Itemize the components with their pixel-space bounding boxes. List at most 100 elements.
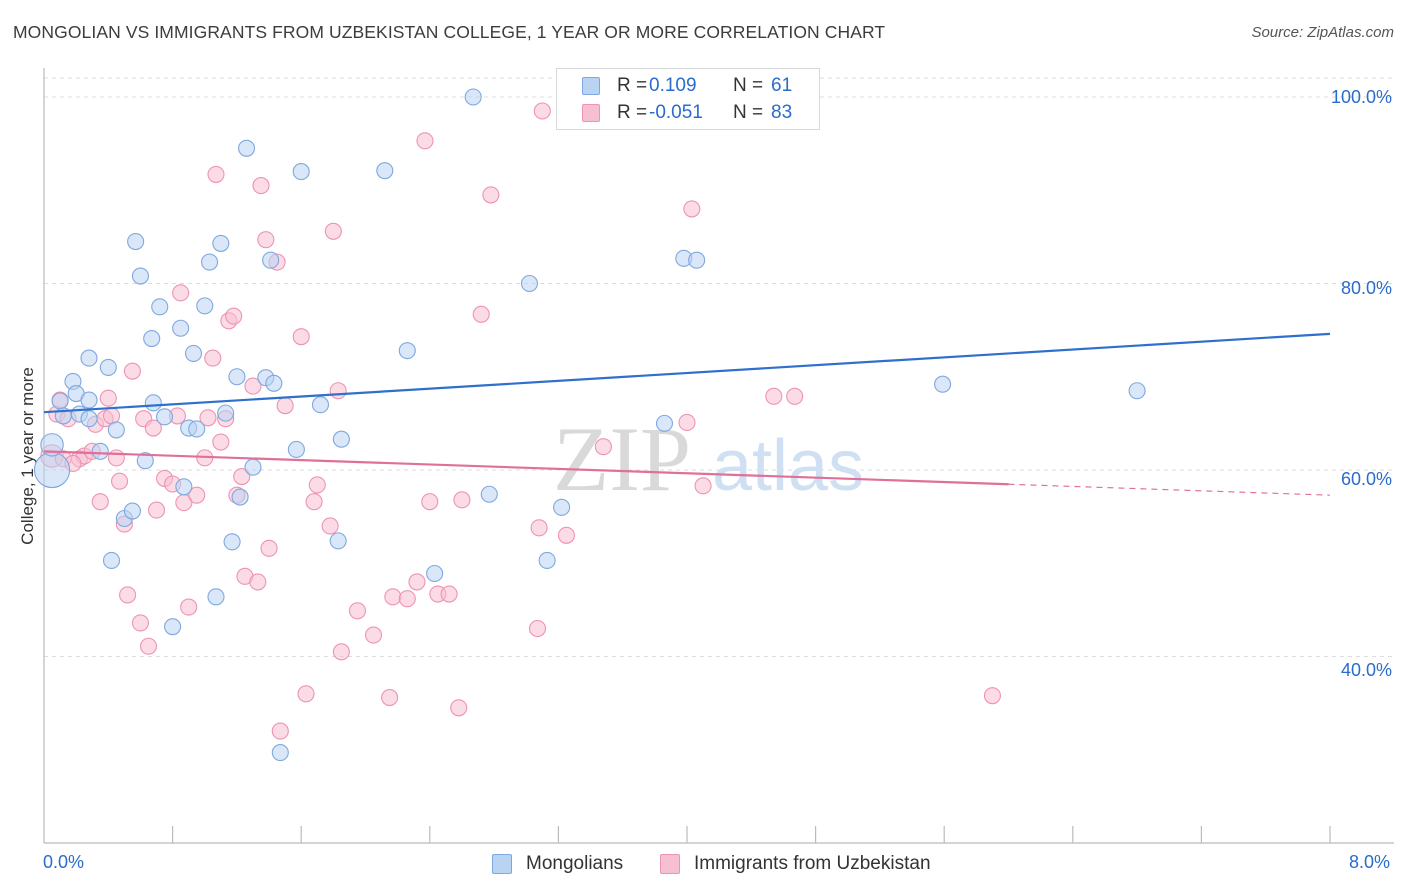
data-point-mongolian — [228, 368, 246, 386]
data-point-uzbekistan — [472, 305, 490, 323]
legend-n-value: 83 — [771, 102, 793, 123]
data-point-mongolian — [102, 551, 121, 570]
data-point-mongolian — [164, 618, 182, 636]
data-point-mongolian — [136, 452, 154, 470]
data-point-uzbekistan — [482, 186, 500, 204]
data-point-mongolian — [196, 297, 214, 315]
legend-series-name: Mongolians — [526, 853, 624, 874]
data-point-uzbekistan — [305, 493, 323, 511]
data-point-mongolian — [271, 743, 289, 762]
data-point-mongolian — [398, 342, 416, 360]
legend-series-name: Immigrants from Uzbekistan — [694, 853, 931, 874]
data-point-uzbekistan — [694, 477, 712, 495]
data-point-mongolian — [91, 442, 109, 460]
data-point-uzbekistan — [131, 614, 149, 632]
data-point-uzbekistan — [528, 619, 547, 638]
data-point-uzbekistan — [297, 685, 315, 703]
data-point-uzbekistan — [983, 687, 1001, 705]
data-point-uzbekistan — [249, 573, 267, 591]
data-point-mongolian — [292, 163, 310, 181]
data-point-uzbekistan — [765, 387, 783, 405]
data-point-mongolian — [131, 267, 149, 285]
watermark-atlas: atlas — [712, 426, 864, 506]
data-point-mongolian — [376, 162, 394, 180]
legend-swatch-blue — [582, 77, 600, 95]
data-point-uzbekistan — [324, 222, 342, 240]
data-point-mongolian — [207, 588, 225, 606]
legend-n-value: 61 — [771, 75, 793, 96]
data-point-mongolian — [144, 394, 162, 412]
data-point-uzbekistan — [440, 585, 458, 603]
data-point-uzbekistan — [172, 284, 190, 302]
data-point-uzbekistan — [332, 643, 350, 661]
y-tick-label: 100.0% — [1330, 87, 1392, 107]
trend-line-uzbekistan — [43, 450, 1009, 486]
data-point-uzbekistan — [244, 377, 262, 395]
data-point-uzbekistan — [364, 626, 383, 644]
data-point-uzbekistan — [381, 688, 399, 707]
data-point-uzbekistan — [594, 438, 612, 456]
data-point-uzbekistan — [252, 177, 270, 195]
data-point-uzbekistan — [257, 231, 275, 249]
data-point-uzbekistan — [212, 433, 230, 451]
x-tick-label: 0.0% — [43, 852, 85, 872]
y-tick-label: 40.0% — [1340, 660, 1392, 680]
data-point-mongolian — [123, 502, 141, 520]
legend-r-value: -0.051 — [649, 102, 703, 123]
series-mongolians — [33, 88, 1146, 762]
data-point-mongolian — [287, 440, 305, 459]
data-point-uzbekistan — [416, 132, 434, 150]
data-point-uzbekistan — [453, 491, 471, 509]
trend-lines — [43, 332, 1331, 496]
data-point-uzbekistan — [144, 419, 162, 437]
data-point-mongolian — [80, 391, 98, 409]
data-point-mongolian — [51, 392, 69, 410]
source-credit: Source: ZipAtlas.com — [1251, 24, 1394, 41]
data-point-uzbekistan — [683, 200, 701, 218]
data-point-uzbekistan — [233, 467, 251, 486]
data-point-uzbekistan — [199, 409, 217, 427]
data-point-mongolian — [188, 420, 206, 438]
data-point-mongolian — [184, 344, 203, 362]
x-tick-label: 8.0% — [1349, 852, 1391, 872]
y-tick-label: 60.0% — [1340, 469, 1392, 489]
data-point-uzbekistan — [398, 590, 416, 608]
data-point-uzbekistan — [530, 519, 548, 537]
data-point-mongolian — [538, 551, 556, 570]
data-point-mongolian — [231, 488, 249, 506]
data-point-mongolian — [127, 232, 145, 251]
data-point-uzbekistan — [107, 449, 125, 467]
data-point-uzbekistan — [308, 476, 326, 494]
data-point-mongolian — [553, 498, 571, 516]
data-point-mongolian — [520, 274, 539, 293]
data-point-uzbekistan — [204, 349, 222, 367]
data-point-uzbekistan — [533, 102, 551, 120]
data-point-uzbekistan — [99, 389, 117, 407]
data-point-uzbekistan — [225, 307, 243, 325]
data-point-mongolian — [156, 408, 174, 426]
data-point-mongolian — [217, 404, 235, 422]
data-point-uzbekistan — [557, 526, 575, 544]
legend-n-label: N = — [733, 75, 764, 96]
legend-r-label: R = — [617, 75, 648, 96]
legend-r-value: 0.109 — [649, 75, 697, 96]
data-point-mongolian — [223, 533, 241, 551]
data-point-mongolian — [99, 358, 117, 376]
data-point-uzbekistan — [348, 602, 367, 620]
data-point-uzbekistan — [188, 486, 206, 504]
data-point-mongolian — [934, 375, 952, 393]
data-point-mongolian — [311, 396, 330, 414]
data-point-uzbekistan — [139, 637, 158, 655]
data-point-uzbekistan — [786, 387, 804, 405]
data-point-mongolian — [426, 564, 444, 583]
data-point-uzbekistan — [123, 362, 141, 380]
data-point-mongolian — [175, 478, 193, 496]
data-point-uzbekistan — [147, 501, 166, 519]
data-point-mongolian — [107, 421, 125, 439]
axes — [43, 68, 1394, 844]
data-point-uzbekistan — [329, 382, 347, 400]
data-point-uzbekistan — [321, 517, 339, 535]
data-point-uzbekistan — [450, 699, 468, 717]
data-point-uzbekistan — [271, 722, 289, 740]
